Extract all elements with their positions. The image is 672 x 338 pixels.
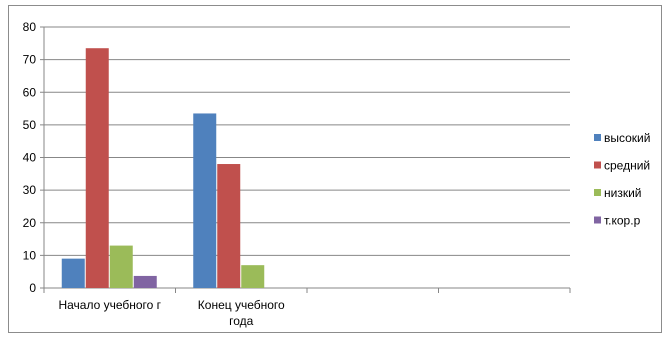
y-tick-label: 80 <box>23 20 37 34</box>
y-tick-label: 40 <box>23 151 37 165</box>
bar-2-1 <box>241 265 265 288</box>
legend-swatch <box>594 189 601 196</box>
legend-label: т.кор.р <box>604 214 641 228</box>
bar-0-1 <box>193 113 217 288</box>
y-tick-label: 50 <box>23 118 37 132</box>
legend-swatch <box>594 161 601 169</box>
y-tick-label: 10 <box>23 248 37 262</box>
legend-label: средний <box>604 159 650 173</box>
legend-swatch <box>594 134 601 141</box>
bar-0-0 <box>61 258 85 288</box>
y-tick-label: 60 <box>23 85 37 99</box>
bar-1-1 <box>217 164 241 288</box>
y-tick-label: 30 <box>23 183 37 197</box>
bar-3-0 <box>133 275 157 288</box>
x-tick-label: Начало учебного г <box>58 298 161 312</box>
y-tick-label: 20 <box>23 216 37 230</box>
y-tick-label: 70 <box>23 53 37 67</box>
legend-label: высокий <box>604 131 650 145</box>
x-tick-label: Конец учебного <box>198 298 285 312</box>
y-tick-label: 0 <box>29 281 36 295</box>
bar-2-0 <box>109 245 133 288</box>
legend-label: низкий <box>604 186 642 200</box>
legend-swatch <box>594 216 601 224</box>
bar-1-0 <box>85 48 109 288</box>
x-tick-label: года <box>229 314 254 328</box>
